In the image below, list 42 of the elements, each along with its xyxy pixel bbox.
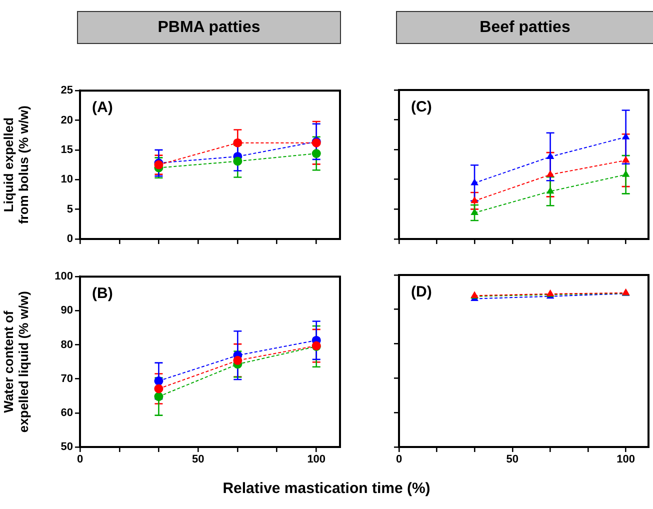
annotation: (A) xyxy=(92,99,113,116)
point xyxy=(622,156,630,163)
y-tick-label: 70 xyxy=(60,372,73,385)
y-tick-label: 90 xyxy=(60,304,73,317)
point xyxy=(154,392,164,402)
x-tick-label: 0 xyxy=(76,454,84,466)
point xyxy=(470,208,478,216)
y-tick-label: 25 xyxy=(60,84,73,97)
x-tick-label: 50 xyxy=(192,454,204,466)
point xyxy=(546,152,554,159)
point xyxy=(233,138,242,148)
y-tick-label: 5 xyxy=(66,203,73,216)
point xyxy=(312,149,321,158)
point xyxy=(470,196,478,204)
y-tick-label: 100 xyxy=(54,270,73,283)
x-tick-label: 100 xyxy=(616,454,635,466)
point xyxy=(233,156,242,166)
point xyxy=(622,170,630,177)
y-axis-title: Liquid expelled from bolus (% w/w) xyxy=(1,106,32,224)
point xyxy=(154,384,164,394)
x-axis-title: Relative mastication time (%) xyxy=(222,480,432,497)
x-tick-label: 0 xyxy=(396,454,402,466)
point xyxy=(233,356,242,365)
y-tick-label: 0 xyxy=(66,233,73,246)
point xyxy=(154,376,164,386)
y-axis-title: Water content of expelled liquid (% w/w) xyxy=(1,291,32,433)
annotation: (D) xyxy=(411,284,432,301)
point xyxy=(546,186,554,194)
point xyxy=(546,170,554,177)
point xyxy=(622,132,630,140)
annotation: (B) xyxy=(92,285,113,302)
chart-title: Beef patties xyxy=(396,11,653,44)
x-tick-label: 50 xyxy=(506,454,519,466)
y-tick-label: 80 xyxy=(60,338,73,351)
y-tick-label: 10 xyxy=(60,174,73,186)
annotation: (C) xyxy=(411,98,432,116)
y-tick-label: 20 xyxy=(60,114,73,126)
y-tick-label: 50 xyxy=(60,441,73,454)
chart-title: PBMA patties xyxy=(77,11,341,44)
x-tick-label: 100 xyxy=(307,454,326,466)
y-tick-label: 60 xyxy=(60,406,73,419)
y-tick-label: 15 xyxy=(60,144,73,156)
